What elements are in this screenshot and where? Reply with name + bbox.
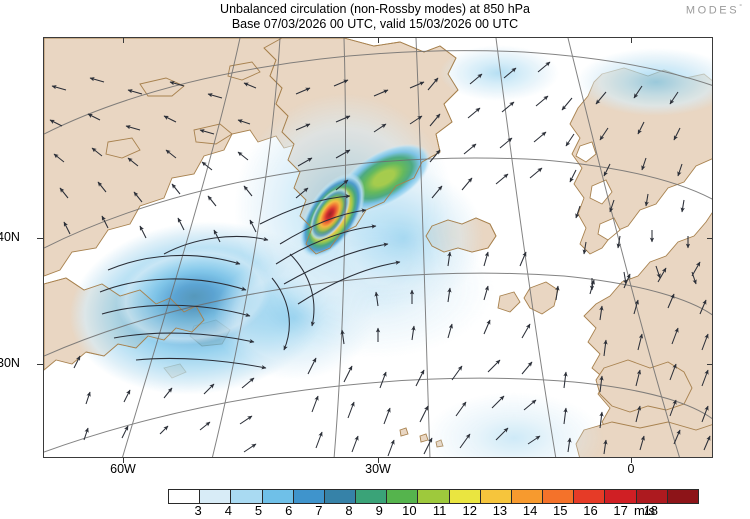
colorbar-tick: 17 [613, 503, 628, 518]
colorbar-swatch [667, 490, 698, 503]
map-plot [44, 38, 712, 457]
y-tick-right-40n [707, 238, 713, 240]
colorbar-swatch [387, 490, 419, 503]
logo-text: MODES [685, 4, 740, 17]
y-tick-30n [37, 364, 43, 366]
logo-mark: ° [739, 4, 742, 11]
colorbar-tick: 14 [522, 503, 538, 518]
colorbar-swatch [231, 490, 263, 503]
colorbar-tick: 6 [285, 503, 293, 518]
x-tick-60w [123, 457, 125, 463]
colorbar-swatch [418, 490, 450, 503]
speed-shading-layer [69, 45, 712, 457]
colorbar-swatch [605, 490, 637, 503]
modes-logo: MODES° [686, 4, 742, 17]
colorbar-swatch [293, 490, 325, 503]
colorbar-tick: 16 [583, 503, 598, 518]
colorbar-tick: 9 [375, 503, 383, 518]
chart-title-block: Unbalanced circulation (non-Rossby modes… [0, 2, 750, 32]
y-axis-label-30n: 30N [0, 356, 20, 370]
colorbar-swatch [356, 490, 388, 503]
colorbar-tick: 5 [254, 503, 263, 518]
colorbar-tick: 11 [432, 503, 447, 518]
colorbar-tick-labels: 3 4 5 6 7 8 9 10 11 12 13 14 15 16 17 18 [168, 503, 681, 519]
x-tick-0 [631, 457, 633, 463]
wind-vector-layer [49, 61, 711, 457]
colorbar-tick: 8 [345, 503, 353, 518]
x-tick-top-30w [378, 37, 380, 43]
colorbar-tick: 12 [462, 503, 477, 518]
y-axis-label-40n: 40N [0, 230, 20, 244]
colorbar-tick: 4 [224, 503, 232, 518]
colorbar[interactable] [168, 489, 699, 504]
colorbar-tick: 3 [194, 503, 202, 518]
colorbar-swatch [169, 490, 201, 503]
colorbar-tick: 7 [315, 503, 323, 518]
colorbar-swatch [480, 490, 512, 503]
colorbar-swatch [511, 490, 544, 503]
page-title: Unbalanced circulation (non-Rossby modes… [220, 2, 530, 16]
y-tick-40n [37, 238, 43, 240]
map-canvas[interactable] [43, 37, 713, 458]
x-tick-top-0 [631, 37, 633, 43]
colorbar-tick: 18 [643, 503, 659, 518]
colorbar-tick: 10 [402, 503, 417, 518]
x-axis-label-60w: 60W [110, 462, 136, 476]
colorbar-swatch [636, 490, 668, 503]
colorbar-swatch [574, 490, 606, 503]
colorbar-tick: 13 [492, 503, 508, 518]
x-axis-label-30w: 30W [365, 462, 391, 476]
x-tick-top-60w [123, 37, 125, 43]
colorbar-swatch [324, 490, 357, 503]
colorbar-swatch [200, 490, 232, 503]
colorbar-tick: 15 [553, 503, 568, 518]
colorbar-swatch [449, 490, 481, 503]
colorbar-swatch [262, 490, 294, 503]
x-axis-label-0: 0 [627, 462, 635, 476]
colorbar-swatch [543, 490, 575, 503]
y-tick-right-30n [707, 364, 713, 366]
x-tick-30w [378, 457, 380, 463]
chart-subtitle: Base 07/03/2026 00 UTC, valid 15/03/2026… [231, 17, 519, 31]
colorbar-unit-label: m/s [634, 503, 655, 518]
